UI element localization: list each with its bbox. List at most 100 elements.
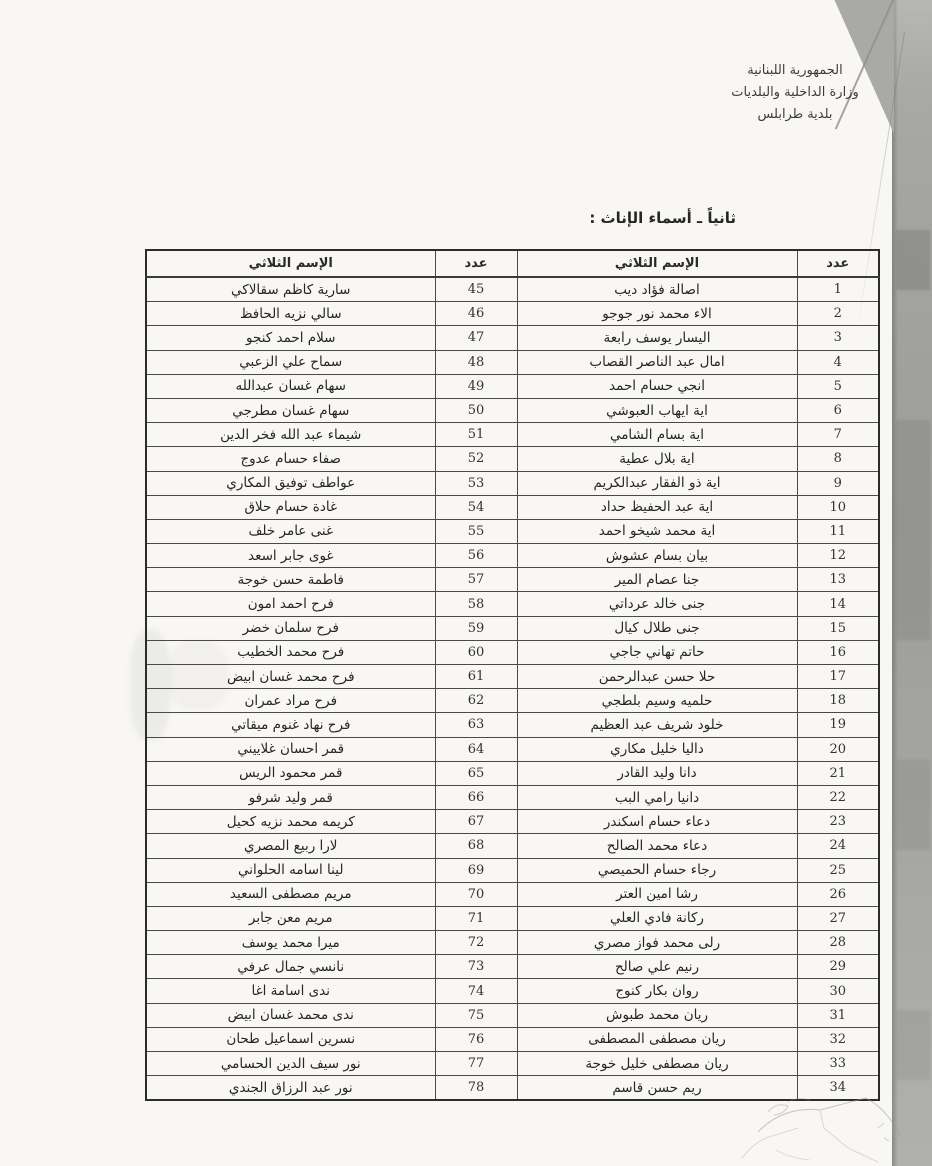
row-number-left: 76	[434, 1026, 518, 1053]
row-number-right: 1	[796, 276, 880, 303]
table-row: 20 داليا خليل مكاري 64 قمر احسان غلاييني	[145, 736, 880, 762]
names-table: عدد الإسم الثلاثي عدد الإسم الثلاثي 1 اص…	[145, 249, 880, 1102]
row-name-left: سالي نزيه الحافظ	[145, 301, 436, 327]
row-name-left: فاطمة حسن خوجة	[145, 567, 436, 593]
row-number-right: 18	[796, 688, 880, 714]
row-name-right: داليا خليل مكاري	[516, 736, 798, 762]
row-name-left: صفاء حسام عدوج	[145, 446, 436, 472]
row-name-left: سماح علي الزعبي	[145, 349, 436, 375]
row-name-right: اية ايهاب العبوشي	[516, 397, 798, 424]
row-number-left: 53	[434, 470, 518, 496]
row-number-right: 8	[796, 446, 880, 472]
row-name-left: سلام احمد كنجو	[145, 325, 436, 351]
letterhead-ministry: وزارة الداخلية والبلديات	[731, 85, 859, 100]
row-name-left: مريم مصطفى السعيد	[145, 881, 436, 907]
row-number-left: 75	[434, 1002, 518, 1028]
table-row: 12 بيان بسام عشوش 56 غوى جابر اسعد	[145, 543, 880, 569]
row-name-right: بيان بسام عشوش	[516, 543, 798, 569]
table-row: 10 اية عبد الحفيظ حداد 54 غادة حسام حلاق	[145, 494, 880, 520]
row-number-right: 33	[796, 1050, 880, 1077]
table-row: 11 اية محمد شيخو احمد 55 غنى عامر خلف	[145, 518, 880, 545]
scan-noise-patch	[896, 760, 930, 850]
table-row: 14 جنى خالد عرداتي 58 فرح احمد امون	[145, 591, 880, 617]
row-number-right: 29	[796, 954, 880, 980]
row-name-right: اية ذو الفقار عبدالكريم	[516, 470, 798, 496]
letterhead-municipality: بلدية طرابلس	[757, 107, 833, 122]
row-number-left: 57	[434, 567, 518, 593]
row-number-left: 72	[434, 930, 518, 956]
row-name-left: غادة حسام حلاق	[145, 494, 436, 520]
row-number-right: 14	[796, 591, 880, 617]
row-name-left: لينا اسامه الحلواني	[145, 857, 436, 883]
row-name-right: دعاء حسام اسكندر	[516, 809, 798, 835]
row-number-right: 32	[796, 1026, 880, 1053]
row-name-right: رشا امين العتر	[516, 881, 798, 907]
scan-edge-strip	[892, 0, 932, 1166]
row-number-right: 28	[796, 930, 880, 956]
row-name-right: امال عبد الناصر القصاب	[516, 349, 798, 375]
table-row: 22 دانيا رامي البب 66 قمر وليد شرفو	[145, 784, 880, 811]
header-name-left: الإسم الثلاثي	[145, 249, 436, 278]
table-row: 3 اليسار يوسف رابعة 47 سلام احمد كنجو	[145, 325, 880, 351]
row-name-right: جنى خالد عرداتي	[516, 591, 798, 617]
table-header-row: عدد الإسم الثلاثي عدد الإسم الثلاثي	[145, 249, 880, 278]
header-number-right: عدد	[796, 249, 880, 278]
row-number-left: 59	[434, 615, 518, 641]
row-name-right: خلود شريف عبد العظيم	[516, 712, 798, 738]
row-number-right: 27	[796, 905, 880, 932]
header-name-right: الإسم الثلاثي	[516, 249, 798, 278]
row-number-right: 3	[796, 325, 880, 351]
row-number-right: 7	[796, 422, 880, 448]
row-name-right: ريان مصطفى خليل خوجة	[516, 1050, 798, 1077]
row-number-right: 34	[796, 1075, 880, 1101]
table-row: 13 جنا عصام المير 57 فاطمة حسن خوجة	[145, 567, 880, 593]
table-row: 25 رجاء حسام الحميصي 69 لينا اسامه الحلو…	[145, 857, 880, 883]
row-name-right: اليسار يوسف رابعة	[516, 325, 798, 351]
row-number-left: 49	[434, 373, 518, 399]
row-number-right: 2	[796, 301, 880, 327]
table-row: 24 دعاء محمد الصالح 68 لارا ربيع المصري	[145, 833, 880, 859]
row-name-left: قمر محمود الريس	[145, 760, 436, 786]
section-title: ثانياً ـ أسماء الإناث :	[589, 209, 736, 227]
letterhead-republic: الجمهورية اللبنانية	[747, 63, 843, 78]
table-row: 9 اية ذو الفقار عبدالكريم 53 عواطف توفيق…	[145, 470, 880, 496]
row-name-left: سهام غسان عبدالله	[145, 373, 436, 399]
row-number-left: 77	[434, 1050, 518, 1077]
table-row: 6 اية ايهاب العبوشي 50 سهام غسان مطرجي	[145, 397, 880, 424]
row-name-left: نور سيف الدين الحسامي	[145, 1050, 436, 1077]
table-row: 21 دانا وليد القادر 65 قمر محمود الريس	[145, 760, 880, 786]
row-number-right: 15	[796, 615, 880, 641]
row-name-right: حلميه وسيم بلطجي	[516, 688, 798, 714]
table-row: 23 دعاء حسام اسكندر 67 كريمه محمد نزيه ك…	[145, 809, 880, 835]
row-name-left: نور عبد الرزاق الجندي	[145, 1075, 436, 1101]
row-name-left: غوى جابر اسعد	[145, 543, 436, 569]
row-name-right: اصالة فؤاد ديب	[516, 276, 798, 303]
row-number-left: 62	[434, 688, 518, 714]
row-name-left: لارا ربيع المصري	[145, 833, 436, 859]
row-name-right: رجاء حسام الحميصي	[516, 857, 798, 883]
row-name-left: قمر وليد شرفو	[145, 784, 436, 811]
row-number-left: 73	[434, 954, 518, 980]
row-number-left: 70	[434, 881, 518, 907]
row-number-left: 69	[434, 857, 518, 883]
table-row: 18 حلميه وسيم بلطجي 62 فرح مراد عمران	[145, 688, 880, 714]
row-name-right: اية بلال عطية	[516, 446, 798, 472]
row-name-left: فرح نهاد غنوم ميقاتي	[145, 712, 436, 738]
table-row: 7 اية بسام الشامي 51 شيماء عبد الله فخر …	[145, 422, 880, 448]
table-row: 2 الاء محمد نور جوجو 46 سالي نزيه الحافظ	[145, 301, 880, 327]
row-number-left: 55	[434, 518, 518, 545]
row-name-left: فرح سلمان خضر	[145, 615, 436, 641]
row-name-right: دانيا رامي البب	[516, 784, 798, 811]
table-row: 5 انجي حسام احمد 49 سهام غسان عبدالله	[145, 373, 880, 399]
row-name-right: ريان محمد طبوش	[516, 1002, 798, 1028]
row-name-right: ريان مصطفى المصطفى	[516, 1026, 798, 1053]
row-number-right: 4	[796, 349, 880, 375]
names-table-body: 1 اصالة فؤاد ديب 45 سارية كاظم سقالاكي 2…	[145, 276, 880, 1101]
table-row: 8 اية بلال عطية 52 صفاء حسام عدوج	[145, 446, 880, 472]
row-number-left: 60	[434, 639, 518, 666]
row-number-right: 24	[796, 833, 880, 859]
row-name-left: مريم معن جابر	[145, 905, 436, 932]
row-name-left: سارية كاظم سقالاكي	[145, 276, 436, 303]
table-row: 34 ريم حسن قاسم 78 نور عبد الرزاق الجندي	[145, 1075, 880, 1101]
